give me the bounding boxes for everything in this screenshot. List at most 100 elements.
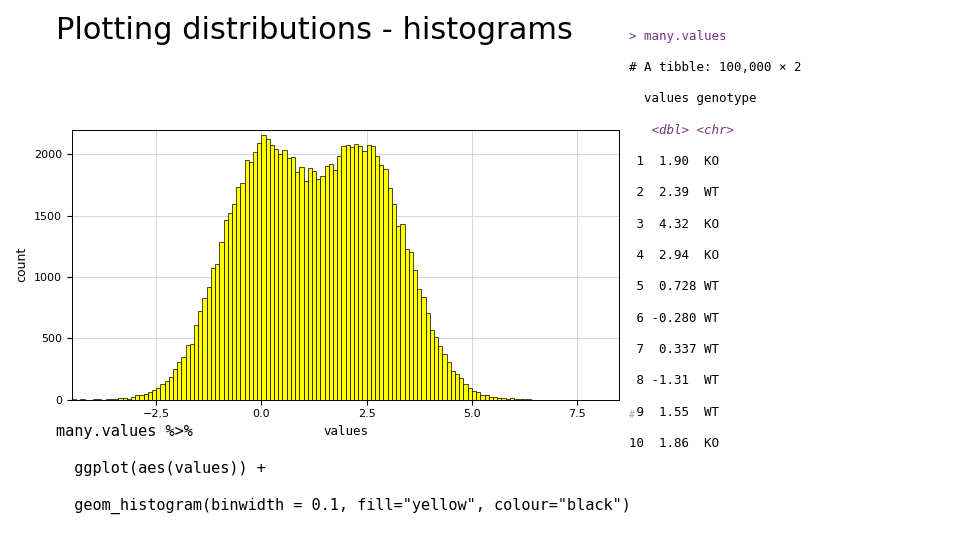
- Bar: [118, 399, 123, 400]
- Bar: [485, 395, 489, 400]
- Bar: [371, 146, 375, 400]
- Bar: [236, 187, 240, 400]
- Bar: [418, 289, 421, 400]
- Text: > many.values: > many.values: [629, 30, 727, 43]
- Text: 2  2.39  WT: 2 2.39 WT: [629, 186, 719, 199]
- Bar: [164, 381, 169, 400]
- Bar: [492, 397, 497, 400]
- Bar: [287, 158, 291, 400]
- Bar: [303, 181, 308, 400]
- Bar: [404, 249, 409, 400]
- Bar: [253, 152, 257, 400]
- Bar: [295, 172, 300, 400]
- Text: #: #: [629, 410, 635, 421]
- Text: 5  0.728 WT: 5 0.728 WT: [629, 280, 719, 293]
- Bar: [501, 399, 506, 400]
- Text: 1  1.90  KO: 1 1.90 KO: [629, 155, 719, 168]
- Bar: [240, 183, 245, 400]
- X-axis label: values: values: [324, 425, 368, 438]
- Bar: [282, 151, 287, 400]
- Bar: [421, 297, 425, 400]
- Bar: [354, 144, 358, 400]
- Bar: [438, 346, 443, 400]
- Text: 10  1.86  KO: 10 1.86 KO: [629, 437, 719, 450]
- Bar: [178, 362, 181, 400]
- Text: 8 -1.31  WT: 8 -1.31 WT: [629, 374, 719, 387]
- Text: values genotype: values genotype: [629, 92, 756, 105]
- Text: 6 -0.280 WT: 6 -0.280 WT: [629, 312, 719, 325]
- Bar: [451, 371, 455, 400]
- Bar: [489, 397, 492, 400]
- Bar: [349, 146, 354, 400]
- Text: geom_histogram(binwidth = 0.1, fill="yellow", colour="black"): geom_histogram(binwidth = 0.1, fill="yel…: [56, 497, 631, 514]
- Text: 9  1.55  WT: 9 1.55 WT: [629, 406, 719, 419]
- Bar: [480, 395, 485, 400]
- Text: <dbl> <chr>: <dbl> <chr>: [629, 124, 756, 137]
- Bar: [144, 394, 148, 400]
- Bar: [199, 312, 203, 400]
- Bar: [308, 168, 312, 400]
- Y-axis label: count: count: [15, 247, 29, 282]
- Bar: [383, 169, 388, 400]
- Bar: [333, 170, 337, 400]
- Bar: [337, 156, 342, 400]
- Bar: [266, 139, 270, 400]
- Bar: [392, 204, 396, 400]
- Bar: [476, 392, 480, 400]
- Bar: [346, 145, 349, 400]
- Text: Plotting distributions - histograms: Plotting distributions - histograms: [56, 16, 572, 45]
- Bar: [156, 388, 160, 400]
- Bar: [358, 146, 363, 400]
- Bar: [409, 252, 413, 400]
- Text: # A tibble: 100,000 × 2: # A tibble: 100,000 × 2: [629, 61, 802, 74]
- Bar: [328, 164, 333, 400]
- Bar: [497, 398, 501, 400]
- Bar: [278, 153, 282, 400]
- Bar: [367, 145, 371, 400]
- Bar: [321, 176, 324, 400]
- Bar: [190, 345, 194, 400]
- Bar: [257, 143, 261, 400]
- Bar: [430, 329, 434, 400]
- Bar: [506, 399, 510, 400]
- Bar: [219, 241, 224, 400]
- Bar: [185, 346, 190, 400]
- Bar: [106, 399, 109, 400]
- Bar: [446, 362, 451, 400]
- Bar: [203, 298, 206, 400]
- Bar: [249, 163, 253, 400]
- Bar: [194, 326, 199, 400]
- Bar: [455, 374, 459, 400]
- Bar: [342, 146, 346, 400]
- Bar: [160, 383, 164, 400]
- Bar: [510, 399, 514, 400]
- Bar: [211, 268, 215, 400]
- Text: many.values %>%: many.values %>%: [56, 424, 193, 439]
- Bar: [139, 395, 144, 400]
- Bar: [443, 354, 446, 400]
- Bar: [114, 399, 118, 400]
- Bar: [434, 336, 438, 400]
- Bar: [459, 378, 464, 400]
- Bar: [375, 156, 379, 400]
- Bar: [123, 397, 127, 400]
- Bar: [270, 145, 274, 400]
- Bar: [413, 271, 418, 400]
- Bar: [472, 391, 476, 400]
- Bar: [148, 392, 152, 400]
- Bar: [206, 287, 211, 400]
- Bar: [300, 167, 303, 400]
- Bar: [522, 399, 527, 400]
- Bar: [135, 395, 139, 400]
- Bar: [274, 149, 278, 400]
- Bar: [173, 369, 178, 400]
- Bar: [261, 135, 266, 400]
- Bar: [464, 384, 468, 400]
- Bar: [181, 356, 185, 400]
- Bar: [324, 166, 328, 400]
- Text: 3  4.32  KO: 3 4.32 KO: [629, 218, 719, 231]
- Bar: [400, 224, 404, 400]
- Bar: [131, 397, 135, 400]
- Text: ggplot(aes(values)) +: ggplot(aes(values)) +: [56, 461, 266, 476]
- Bar: [169, 377, 173, 400]
